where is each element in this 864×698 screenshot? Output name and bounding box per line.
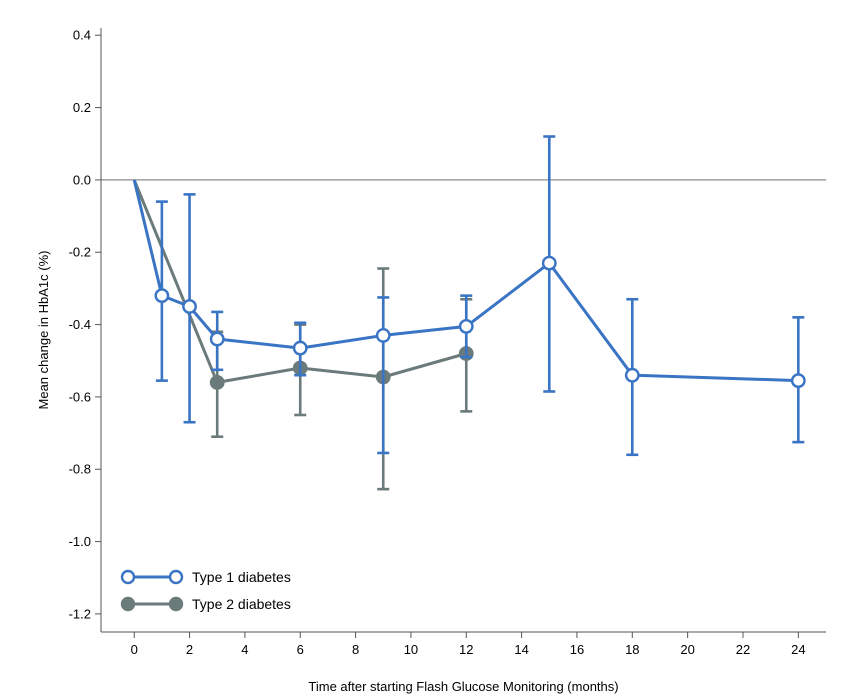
x-tick-label: 2 — [186, 642, 193, 657]
data-point — [624, 367, 640, 383]
legend-marker — [168, 596, 184, 612]
axes: 0.40.20.0-0.2-0.4-0.6-0.8-1.0-1.20 2 4 6 8 10… — [69, 28, 826, 657]
y-tick-label: -1.2 — [69, 606, 91, 621]
legend-marker — [120, 569, 136, 585]
data-point — [541, 255, 557, 271]
x-tick-label: 8 — [352, 642, 359, 657]
data-point — [154, 288, 170, 304]
x-tick-label: 10 — [404, 642, 418, 657]
x-tick-label: 24 — [791, 642, 805, 657]
data-point — [458, 318, 474, 334]
x-tick-label: 4 — [241, 642, 248, 657]
y-tick-label: -0.6 — [69, 389, 91, 404]
y-tick-label: -0.8 — [69, 462, 91, 477]
series-layer — [132, 135, 806, 491]
data-point — [292, 340, 308, 356]
y-tick-label: -0.2 — [69, 245, 91, 260]
legend-label: Type 2 diabetes — [192, 596, 291, 612]
series-line — [132, 179, 799, 383]
y-tick-label: -1.0 — [69, 534, 91, 549]
x-tick-label: 16 — [570, 642, 584, 657]
data-point — [209, 375, 225, 390]
series-1 — [132, 135, 806, 457]
y-tick-label: -0.4 — [69, 317, 91, 332]
legend-marker — [120, 596, 136, 612]
legend-label: Type 1 diabetes — [192, 569, 291, 585]
x-tick-label: 0 — [131, 642, 138, 657]
x-tick-label: 20 — [680, 642, 694, 657]
legend-item-2: Type 2 diabetes — [120, 596, 291, 612]
y-tick-label: 0.2 — [73, 100, 91, 115]
x-tick-label: 12 — [459, 642, 473, 657]
x-axis-title: Time after starting Flash Glucose Monito… — [308, 679, 618, 694]
legend-marker — [168, 569, 184, 585]
data-point — [790, 373, 806, 389]
y-tick-label: 0.0 — [73, 172, 91, 187]
legend: Type 1 diabetes Type 2 diabetes — [120, 569, 291, 612]
x-tick-label: 22 — [736, 642, 750, 657]
series-2 — [132, 179, 474, 491]
data-point — [375, 328, 391, 343]
data-point — [209, 331, 225, 347]
x-tick-label: 6 — [297, 642, 304, 657]
legend-item-1: Type 1 diabetes — [120, 569, 291, 585]
x-tick-label: 14 — [514, 642, 528, 657]
x-tick-label: 18 — [625, 642, 639, 657]
data-point — [182, 299, 197, 314]
y-tick-label: 0.4 — [73, 28, 91, 43]
y-axis-title: Mean change in HbA1c (%) — [36, 251, 51, 410]
